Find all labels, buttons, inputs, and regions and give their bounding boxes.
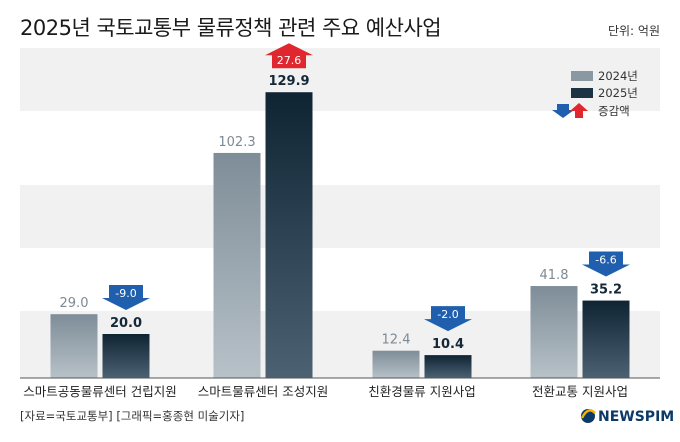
data-label-2025: 129.9 — [268, 74, 309, 89]
category-label: 스마트물류센터 조성지원 — [198, 384, 328, 399]
data-label-2025: 20.0 — [110, 316, 142, 331]
category-label: 전환교통 지원사업 — [532, 384, 628, 399]
legend-swatch-curr — [571, 88, 593, 98]
legend: 2024년 2025년 증감액 — [552, 69, 638, 118]
unit-label: 단위: 억원 — [608, 24, 660, 38]
decrease-arrow-icon — [102, 285, 150, 310]
category-labels: 스마트공동물류센터 건립지원 스마트물류센터 조성지원 친환경물류 지원사업 전환교통… — [23, 384, 628, 399]
legend-label-curr: 2025년 — [598, 86, 638, 100]
legend-up-arrow-icon — [570, 103, 588, 118]
data-label-2024: 102.3 — [218, 135, 255, 150]
brand-logo: NEWSPIM — [580, 409, 674, 425]
decrease-arrow-icon — [424, 306, 472, 332]
bar-2025 — [582, 300, 630, 378]
decrease-arrow-icon — [582, 251, 630, 277]
legend-down-arrow-icon — [552, 104, 574, 118]
bar-2024 — [50, 314, 98, 378]
chart-title: 2025년 국토교통부 물류정책 관련 주요 예산사업 — [20, 16, 441, 40]
category-label: 스마트공동물류센터 건립지원 — [23, 384, 176, 399]
category-label: 친환경물류 지원사업 — [368, 384, 475, 399]
data-label-2025: 10.4 — [432, 337, 464, 352]
bar-2024 — [213, 152, 261, 378]
bar-2025 — [424, 355, 472, 378]
bar-2025 — [102, 334, 150, 378]
data-label-2025: 35.2 — [590, 283, 622, 298]
increase-arrow-icon — [265, 43, 313, 69]
brand-name: NEWSPIM — [598, 409, 674, 425]
change-label: -2.0 — [437, 308, 458, 321]
background-band — [20, 48, 660, 111]
bar-2024 — [530, 286, 578, 378]
bar-2024 — [372, 350, 420, 378]
change-label: -9.0 — [115, 287, 136, 300]
data-label-2024: 29.0 — [60, 296, 89, 311]
data-label-2024: 41.8 — [540, 268, 569, 283]
source-credit: [자료=국토교통부] [그래픽=홍종현 미술기자] — [20, 409, 244, 423]
bars-layer — [50, 92, 630, 378]
change-label: -6.6 — [595, 254, 616, 267]
legend-swatch-prev — [571, 71, 593, 81]
bar-2025 — [265, 92, 313, 378]
legend-label-change: 증감액 — [598, 104, 630, 118]
legend-label-prev: 2024년 — [598, 69, 638, 83]
data-label-2024: 12.4 — [382, 333, 411, 348]
change-label: 27.6 — [277, 54, 302, 67]
labels-layer: 29.0 20.0 -9.0 102.3 129.9 27.6 12.4 10.4 -2.0 41… — [60, 43, 630, 352]
background-band — [20, 185, 660, 248]
